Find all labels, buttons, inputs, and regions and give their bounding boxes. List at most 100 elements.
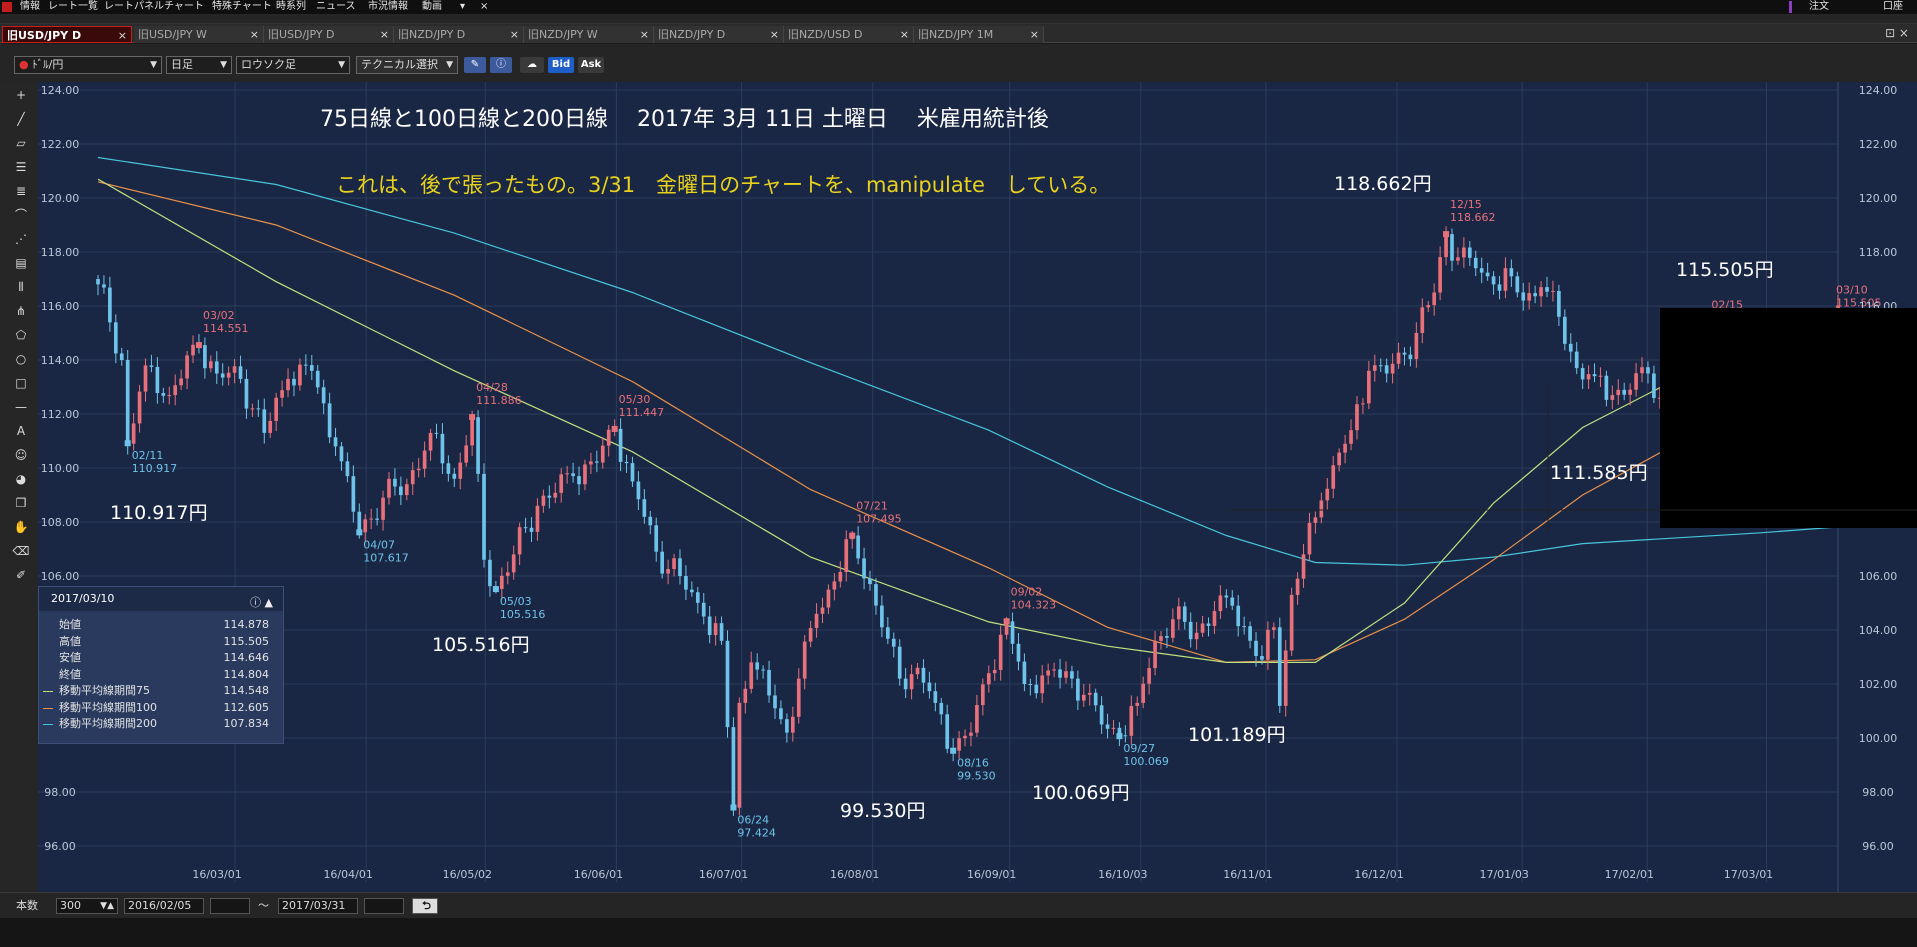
fan-icon[interactable]: ⋰ <box>15 232 27 246</box>
menu-chart[interactable]: チャート <box>164 1 204 12</box>
candle <box>244 378 249 409</box>
tab-nzdjpy-d-2[interactable]: 旧NZD/JPY D × <box>654 26 784 43</box>
channel-icon[interactable]: ▤ <box>15 256 27 270</box>
eraser-icon[interactable]: ⌫ <box>12 544 30 558</box>
menu-dropdown-icon[interactable]: ▾ <box>460 1 466 12</box>
candle <box>1283 650 1288 706</box>
candle <box>1111 727 1116 729</box>
hand-icon[interactable]: ✋ <box>13 520 29 534</box>
vertical-lines-icon[interactable]: ⦀ <box>18 280 24 294</box>
peak-marker <box>1443 231 1450 238</box>
tab-nzdjpy-d[interactable]: 旧NZD/JPY D × <box>394 26 524 43</box>
circle-icon[interactable]: ○ <box>15 352 27 366</box>
annotation-note: これは、後で張ったもの。3/31 金曜日のチャートを、manipulate して… <box>336 173 1110 197</box>
start-time-field[interactable] <box>210 898 250 914</box>
candle <box>654 525 659 552</box>
currency-pair-select[interactable]: ● ﾄﾞﾙ/円 ▼ <box>14 56 162 74</box>
peak-value: 107.617 <box>363 551 409 564</box>
chart-grid <box>38 82 1839 892</box>
window-controls[interactable]: ⊡ × <box>1885 26 1909 40</box>
menu-time-series[interactable]: 時系列 <box>276 1 306 12</box>
pentagon-icon[interactable]: ⬠ <box>15 328 27 342</box>
tab-close-icon[interactable]: × <box>639 28 649 41</box>
fibonacci-icon[interactable]: ≣ <box>15 184 27 198</box>
tab-close-icon[interactable]: × <box>117 29 127 42</box>
emoji-icon[interactable]: ☺ <box>14 448 28 462</box>
candle <box>214 361 219 374</box>
technical-select[interactable]: テクニカル選択 ▼ <box>356 56 458 74</box>
candle <box>779 708 783 720</box>
tab-close-icon[interactable]: × <box>509 28 519 41</box>
tab-nzdjpy-w[interactable]: 旧NZD/JPY W × <box>524 26 654 43</box>
tab-close-icon[interactable]: × <box>379 28 389 41</box>
start-date-field[interactable]: 2016/02/05 <box>124 898 204 914</box>
candle <box>1467 247 1472 258</box>
menu-close-icon[interactable]: × <box>480 1 489 12</box>
candle <box>482 473 486 560</box>
info-collapse-icon[interactable]: ⓘ ▲ <box>250 596 273 609</box>
tab-usdjpy-d-2[interactable]: 旧USD/JPY D × <box>264 26 394 43</box>
candle <box>161 393 166 396</box>
tab-close-icon[interactable]: × <box>1029 28 1039 41</box>
menu-video[interactable]: 動画 <box>422 1 442 12</box>
pitchfork-icon[interactable]: ⋔ <box>15 304 27 318</box>
candle <box>820 607 825 614</box>
copy-icon[interactable]: ❐ <box>15 496 27 510</box>
menu-special-chart[interactable]: 特殊チャート <box>212 1 272 12</box>
period-select[interactable]: 日足 ▼ <box>166 56 232 74</box>
hline-icon[interactable]: — <box>15 400 27 414</box>
candle <box>1396 352 1401 364</box>
peak-marker <box>950 747 957 754</box>
text-icon[interactable]: A <box>16 424 26 438</box>
candle <box>701 602 706 617</box>
candle <box>511 554 516 573</box>
refresh-icon[interactable]: ⮌ <box>412 898 438 914</box>
bar-count-stepper[interactable]: 300 ▼▲ <box>56 898 118 914</box>
candle <box>755 662 760 670</box>
menu-order[interactable]: 注文 <box>1809 1 1829 12</box>
menu-news[interactable]: ニュース <box>316 1 356 12</box>
candle <box>185 355 189 379</box>
period-label: 日足 <box>171 58 193 71</box>
menu-rate-list[interactable]: レート一覧 <box>48 1 98 12</box>
info-icon[interactable]: ⓘ <box>490 57 512 73</box>
bid-button[interactable]: Bid <box>548 57 574 73</box>
end-date-field[interactable]: 2017/03/31 <box>278 898 358 914</box>
rectangle-icon[interactable]: □ <box>15 376 27 390</box>
tab-usdjpy-w[interactable]: 旧USD/JPY W × <box>134 26 264 43</box>
arc-icon[interactable]: ⌒ <box>14 208 27 222</box>
candle <box>1616 389 1621 396</box>
tab-close-icon[interactable]: × <box>249 28 259 41</box>
ma200-line <box>97 156 1833 566</box>
menu-account[interactable]: 口座 <box>1883 1 1903 12</box>
tab-nzdjpy-1m[interactable]: 旧NZD/JPY 1M × <box>914 26 1044 43</box>
crosshair-icon[interactable]: + <box>15 88 27 102</box>
tab-nzdusd-d[interactable]: 旧NZD/USD D × <box>784 26 914 43</box>
tab-label: 旧NZD/USD D <box>788 28 863 41</box>
ruler-icon[interactable]: ▱ <box>16 136 26 150</box>
ask-button[interactable]: Ask <box>578 57 604 73</box>
candle <box>1194 632 1199 640</box>
stepper-arrows-icon[interactable]: ▼▲ <box>100 901 114 911</box>
trendline-icon[interactable]: ╱ <box>17 112 25 126</box>
candle <box>927 682 932 692</box>
chart-type-select[interactable]: ロウソク足 ▼ <box>236 56 350 74</box>
tab-close-icon[interactable]: × <box>769 28 779 41</box>
menu-info[interactable]: 情報 <box>20 1 40 12</box>
eraser-all-icon[interactable]: ✐ <box>15 568 27 582</box>
tab-close-icon[interactable]: × <box>899 28 909 41</box>
end-time-field[interactable] <box>364 898 404 914</box>
candle <box>280 390 284 398</box>
accent-marker <box>1789 1 1792 13</box>
horizontal-lines-icon[interactable]: ☰ <box>15 160 27 174</box>
tab-usdjpy-d[interactable]: 旧USD/JPY D × <box>2 26 132 43</box>
menu-rate-panel[interactable]: レートパネル <box>104 1 164 12</box>
magnet-icon[interactable]: ◕ <box>15 472 27 486</box>
candle <box>499 575 504 589</box>
menu-market-info[interactable]: 市況情報 <box>368 1 408 12</box>
cloud-icon[interactable]: ☁ <box>520 57 544 73</box>
candle <box>1129 705 1134 736</box>
peak-value: 115.505 <box>1836 296 1882 309</box>
pen-icon[interactable]: ✎ <box>464 57 486 73</box>
